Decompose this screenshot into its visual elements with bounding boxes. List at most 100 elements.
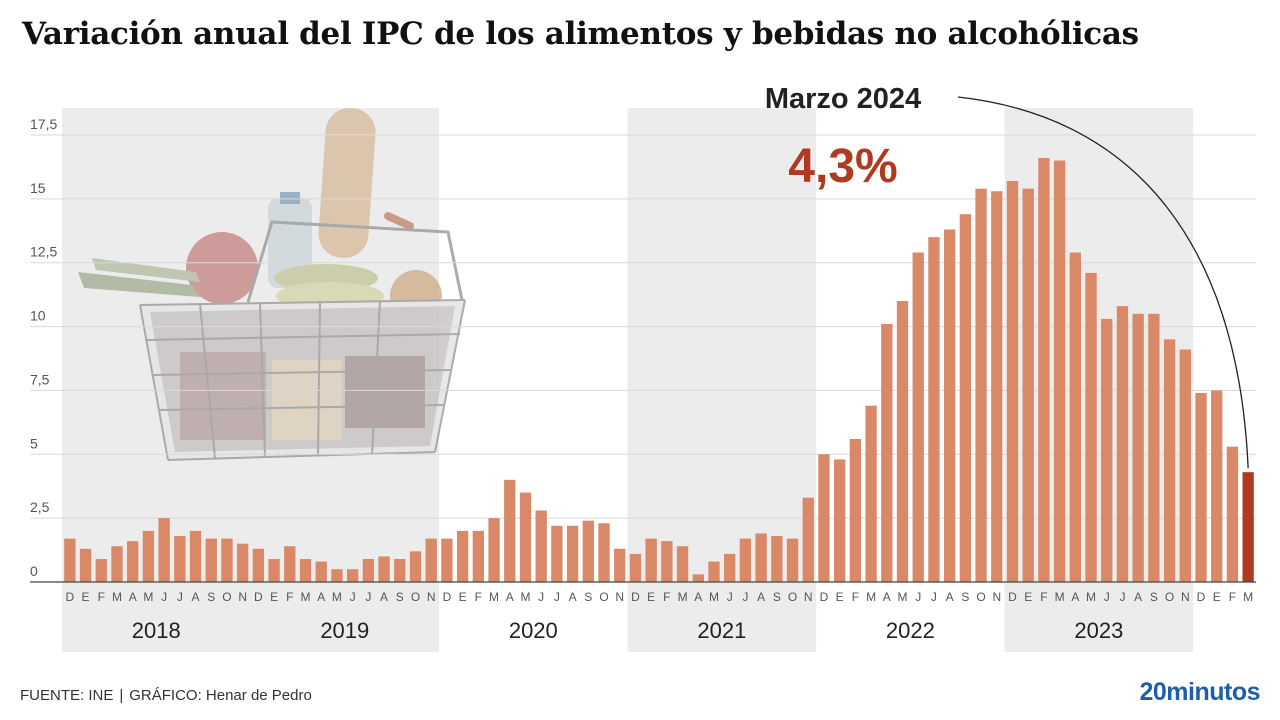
bar bbox=[692, 574, 704, 582]
month-tick-label: J bbox=[554, 590, 560, 604]
bar bbox=[142, 530, 155, 582]
bar bbox=[331, 569, 343, 582]
bar bbox=[1053, 160, 1066, 583]
bar bbox=[598, 523, 610, 582]
bar bbox=[818, 454, 830, 582]
bar bbox=[881, 324, 893, 582]
source-separator: | bbox=[119, 687, 124, 704]
month-tick-label: D bbox=[254, 590, 263, 604]
month-tick-label: M bbox=[1243, 590, 1253, 604]
bar bbox=[834, 459, 846, 582]
month-tick-label: N bbox=[238, 590, 247, 604]
month-tick-label: A bbox=[506, 590, 514, 604]
month-tick-label: N bbox=[1181, 590, 1190, 604]
bar bbox=[362, 559, 375, 582]
month-tick-label: D bbox=[1197, 590, 1206, 604]
month-tick-label: M bbox=[678, 590, 688, 604]
y-axis-ticks: 0 2,5 5 7,5 10 12,5 15 17,5 bbox=[30, 116, 57, 579]
bar bbox=[189, 530, 202, 582]
credit-text: GRÁFICO: Henar de Pedro bbox=[129, 687, 312, 704]
y-tick-label: 10 bbox=[30, 308, 46, 324]
bar bbox=[158, 518, 170, 582]
month-tick-label: A bbox=[380, 590, 388, 604]
bar bbox=[991, 191, 1003, 583]
month-tick-label: O bbox=[599, 590, 608, 604]
month-tick-label: E bbox=[1213, 590, 1221, 604]
bar bbox=[1211, 390, 1223, 582]
month-tick-label: D bbox=[1008, 590, 1017, 604]
bar bbox=[95, 559, 107, 582]
month-tick-label: N bbox=[615, 590, 624, 604]
month-tick-label: O bbox=[1165, 590, 1174, 604]
month-tick-label: A bbox=[569, 590, 577, 604]
month-tick-label: F bbox=[1229, 590, 1236, 604]
month-tick-label: M bbox=[1086, 590, 1096, 604]
bar bbox=[614, 548, 626, 582]
bar bbox=[79, 548, 92, 582]
bar bbox=[1006, 180, 1019, 582]
month-tick-label: M bbox=[143, 590, 153, 604]
month-tick-label: M bbox=[898, 590, 908, 604]
month-tick-label: E bbox=[647, 590, 655, 604]
bar bbox=[802, 497, 814, 582]
month-tick-label: S bbox=[584, 590, 592, 604]
bar bbox=[849, 438, 862, 582]
bar bbox=[456, 530, 469, 582]
bar bbox=[409, 551, 422, 582]
month-tick-label: D bbox=[443, 590, 452, 604]
y-tick-label: 12,5 bbox=[30, 244, 57, 260]
bar bbox=[739, 538, 752, 582]
month-tick-label: A bbox=[694, 590, 702, 604]
y-gridlines bbox=[30, 134, 1256, 519]
bar bbox=[174, 536, 186, 582]
bar bbox=[975, 188, 987, 582]
annotation-label: Marzo 2024 bbox=[765, 83, 921, 115]
bar bbox=[472, 530, 484, 582]
bar bbox=[708, 561, 720, 582]
bar bbox=[535, 510, 547, 582]
bar bbox=[1195, 392, 1207, 582]
y-tick-label: 5 bbox=[30, 435, 38, 451]
bar bbox=[1132, 313, 1144, 582]
month-tick-label: F bbox=[98, 590, 105, 604]
month-tick-label: J bbox=[1119, 590, 1125, 604]
bar bbox=[724, 553, 736, 582]
month-tick-label: N bbox=[804, 590, 813, 604]
month-tick-label: S bbox=[207, 590, 215, 604]
bar bbox=[299, 559, 312, 582]
month-tick-label: F bbox=[663, 590, 670, 604]
month-tick-label: E bbox=[1024, 590, 1032, 604]
month-tick-label: J bbox=[538, 590, 544, 604]
bar bbox=[237, 543, 249, 582]
y-tick-label: 0 bbox=[30, 563, 38, 579]
month-tick-label: D bbox=[66, 590, 75, 604]
month-tick-label: N bbox=[427, 590, 436, 604]
month-tick-label: A bbox=[192, 590, 200, 604]
source-credit: FUENTE: INE | GRÁFICO: Henar de Pedro bbox=[20, 687, 312, 704]
bar bbox=[1085, 272, 1097, 582]
bar bbox=[771, 536, 783, 582]
month-tick-label: F bbox=[475, 590, 482, 604]
year-tick-labels: 2018 2019 2020 2021 2022 2023 bbox=[132, 618, 1124, 643]
year-tick-label: 2022 bbox=[886, 618, 935, 643]
bar bbox=[441, 538, 453, 582]
bar bbox=[551, 525, 563, 582]
bar bbox=[1226, 446, 1239, 582]
bar bbox=[645, 538, 657, 582]
bar bbox=[127, 541, 139, 582]
bar bbox=[378, 556, 390, 582]
month-tick-label: D bbox=[820, 590, 829, 604]
month-tick-label: A bbox=[757, 590, 765, 604]
bar bbox=[284, 546, 296, 582]
bar bbox=[221, 538, 233, 582]
month-tick-label: M bbox=[520, 590, 530, 604]
bar bbox=[943, 229, 956, 582]
month-tick-label: J bbox=[915, 590, 921, 604]
bar bbox=[64, 538, 76, 582]
month-tick-label: J bbox=[727, 590, 733, 604]
bar bbox=[928, 237, 940, 582]
bar bbox=[1038, 157, 1050, 582]
month-tick-label: S bbox=[961, 590, 969, 604]
month-tick-label: O bbox=[222, 590, 231, 604]
